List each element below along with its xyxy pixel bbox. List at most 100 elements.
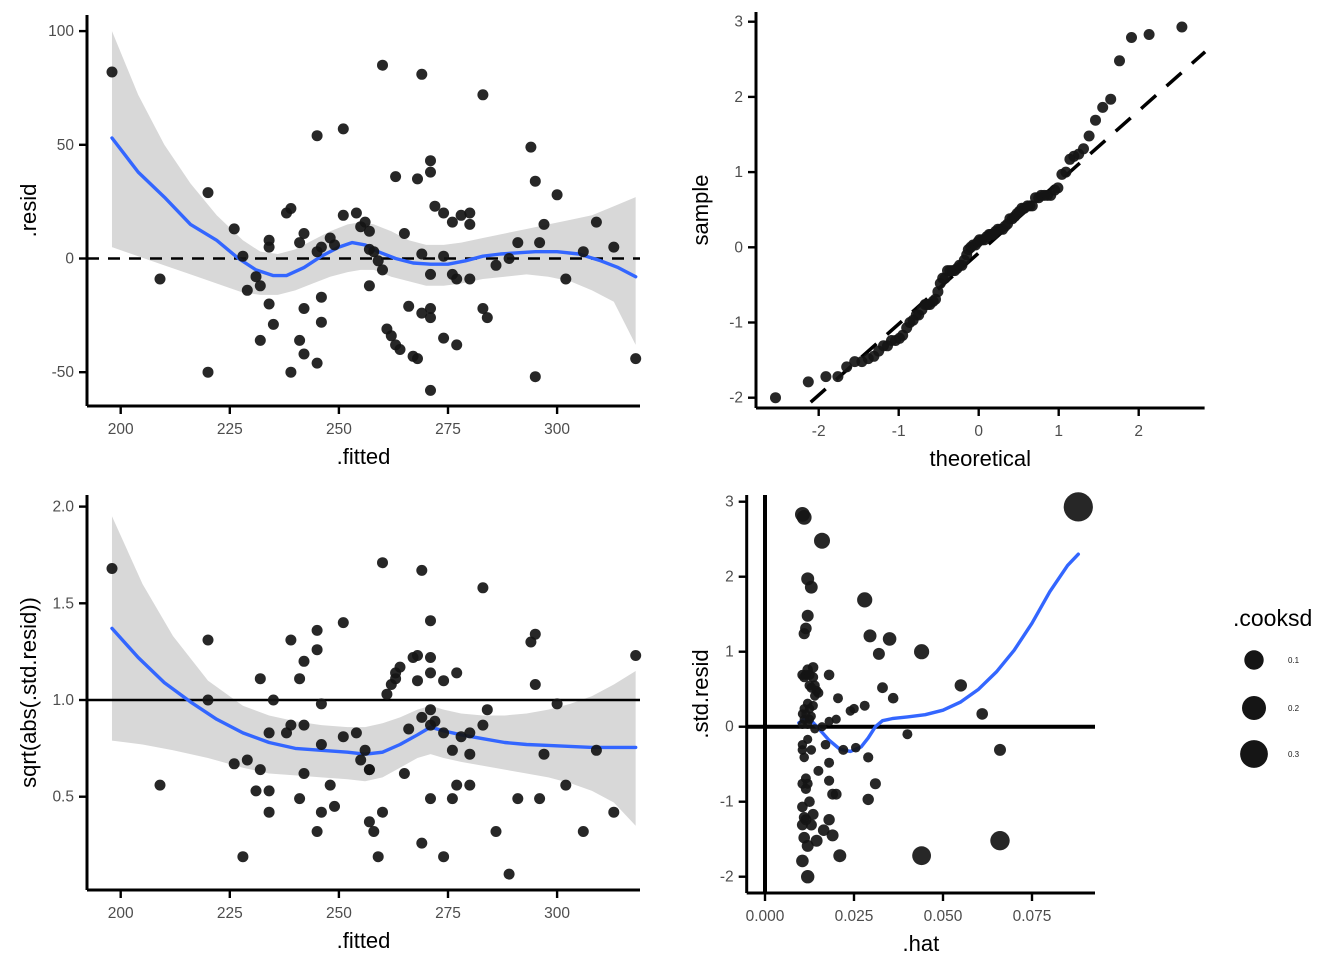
- data-point: [438, 727, 450, 739]
- data-point: [416, 711, 428, 723]
- data-point: [267, 694, 279, 706]
- data-point: [538, 748, 550, 760]
- data-point: [529, 371, 541, 383]
- data-point: [796, 854, 809, 868]
- data-point: [560, 779, 572, 791]
- data-point: [446, 216, 458, 228]
- x-tick-label: 0.075: [1013, 908, 1052, 925]
- x-tick-label: 0: [974, 423, 983, 440]
- data-point: [337, 617, 349, 629]
- x-axis-title: .fitted: [337, 928, 391, 953]
- data-point: [363, 225, 375, 237]
- y-tick-label: 1: [725, 644, 734, 661]
- data-point: [254, 764, 266, 776]
- data-point: [807, 662, 819, 673]
- x-tick-label: 275: [435, 421, 461, 438]
- scale-location-panel: 200 225 250 275 300 2.0 1.5 1.0 0.5 .fitted sqrt(a…: [0, 480, 672, 960]
- y-tick-label: -2: [720, 869, 734, 886]
- legend-size-swatch: [1240, 740, 1268, 768]
- data-point: [412, 650, 423, 661]
- data-point: [359, 744, 371, 756]
- data-point: [630, 650, 642, 661]
- data-point: [560, 273, 572, 285]
- data-point: [451, 339, 463, 351]
- data-point: [294, 334, 306, 346]
- data-point: [1105, 93, 1117, 105]
- data-point: [416, 248, 428, 260]
- data-point: [403, 723, 415, 735]
- data-point: [863, 752, 874, 763]
- data-point: [802, 376, 814, 388]
- data-point: [1143, 29, 1155, 40]
- data-point: [551, 698, 563, 710]
- confidence-ribbon: [111, 516, 636, 826]
- data-point: [1097, 101, 1109, 113]
- y-tick-label: 2: [725, 569, 734, 586]
- data-point: [355, 754, 367, 766]
- x-tick-label: 1: [1054, 423, 1063, 440]
- data-point: [294, 673, 306, 685]
- data-point: [363, 764, 375, 776]
- data-point: [412, 353, 423, 365]
- data-point: [577, 826, 589, 837]
- data-point: [817, 722, 827, 732]
- data-point: [841, 361, 853, 373]
- data-point: [830, 788, 842, 800]
- data-point: [823, 814, 835, 826]
- data-point: [800, 622, 812, 635]
- y-axis-title: sample: [688, 175, 713, 246]
- data-point: [1063, 492, 1093, 522]
- data-point: [311, 826, 323, 837]
- data-point: [833, 693, 843, 704]
- data-point: [481, 312, 493, 324]
- data-point: [254, 280, 266, 292]
- data-point: [311, 624, 323, 636]
- data-point: [503, 253, 515, 264]
- data-point: [263, 298, 275, 310]
- data-point: [538, 218, 550, 230]
- data-point: [804, 796, 815, 807]
- data-point: [106, 66, 118, 78]
- data-point: [464, 218, 476, 230]
- data-point: [833, 849, 847, 863]
- data-point: [425, 268, 436, 280]
- data-point: [398, 228, 410, 239]
- data-point: [608, 241, 620, 253]
- data-point: [241, 284, 253, 296]
- x-axis-title: .hat: [902, 931, 939, 956]
- data-point: [512, 793, 524, 805]
- data-point: [851, 742, 861, 753]
- data-point: [394, 661, 406, 673]
- y-tick-label: 100: [48, 23, 74, 40]
- data-point: [285, 719, 297, 731]
- data-point: [802, 698, 813, 709]
- data-point: [324, 779, 336, 791]
- x-tick-label: 0.000: [746, 908, 785, 925]
- y-tick-label: 1.0: [52, 692, 74, 709]
- y-tick-label: 0.5: [52, 789, 74, 806]
- data-point: [954, 679, 967, 692]
- data-point: [298, 228, 310, 239]
- data-point: [1060, 166, 1072, 178]
- data-point: [377, 557, 388, 569]
- x-tick-label: 300: [544, 905, 570, 922]
- y-axis-title: .std.resid: [688, 649, 713, 738]
- data-point: [912, 846, 931, 866]
- data-point: [464, 273, 476, 285]
- data-point: [372, 255, 384, 267]
- data-point: [329, 239, 340, 251]
- data-point: [477, 89, 489, 101]
- qq-plot-chart: -2 -1 0 1 2 3 2 1 0 -1 -2 theoretical sample: [688, 12, 1207, 471]
- data-point: [932, 286, 944, 298]
- data-point: [512, 237, 524, 249]
- y-tick-label: -1: [729, 315, 743, 332]
- data-point: [228, 223, 240, 235]
- data-point: [315, 316, 327, 328]
- data-point: [795, 507, 810, 522]
- data-point: [294, 793, 306, 805]
- data-point: [237, 250, 249, 262]
- data-point: [377, 264, 388, 276]
- legend-size-swatch: [1244, 650, 1264, 670]
- data-point: [315, 739, 327, 750]
- x-tick-label: 250: [326, 421, 352, 438]
